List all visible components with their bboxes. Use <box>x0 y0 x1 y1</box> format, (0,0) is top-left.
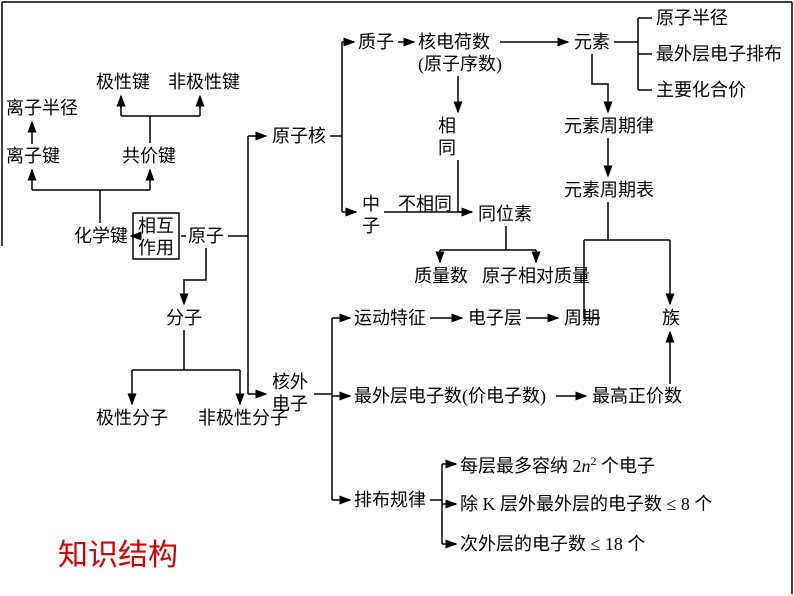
diagram-connectors <box>0 0 794 596</box>
